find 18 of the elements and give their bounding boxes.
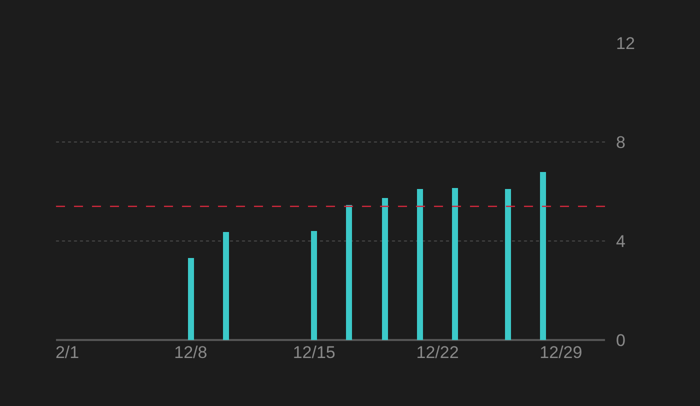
bar: [188, 258, 194, 340]
bar: [452, 188, 458, 340]
bar: [311, 231, 317, 340]
y-tick-label: 4: [616, 232, 626, 251]
x-tick-label: 12/8: [174, 343, 208, 362]
bar: [382, 198, 388, 340]
x-tick-label: 12/29: [540, 343, 582, 362]
bar: [505, 189, 511, 340]
x-tick-label: 2/1: [55, 343, 80, 362]
bar: [540, 172, 546, 340]
bar: [346, 205, 352, 340]
x-tick-label: 12/22: [416, 343, 459, 362]
x-tick-label: 12/15: [292, 343, 336, 362]
y-tick-label: 12: [616, 34, 635, 53]
y-tick-label: 8: [616, 132, 626, 152]
bar: [417, 189, 423, 340]
bar: [223, 232, 229, 340]
y-tick-label: 0: [616, 330, 626, 350]
